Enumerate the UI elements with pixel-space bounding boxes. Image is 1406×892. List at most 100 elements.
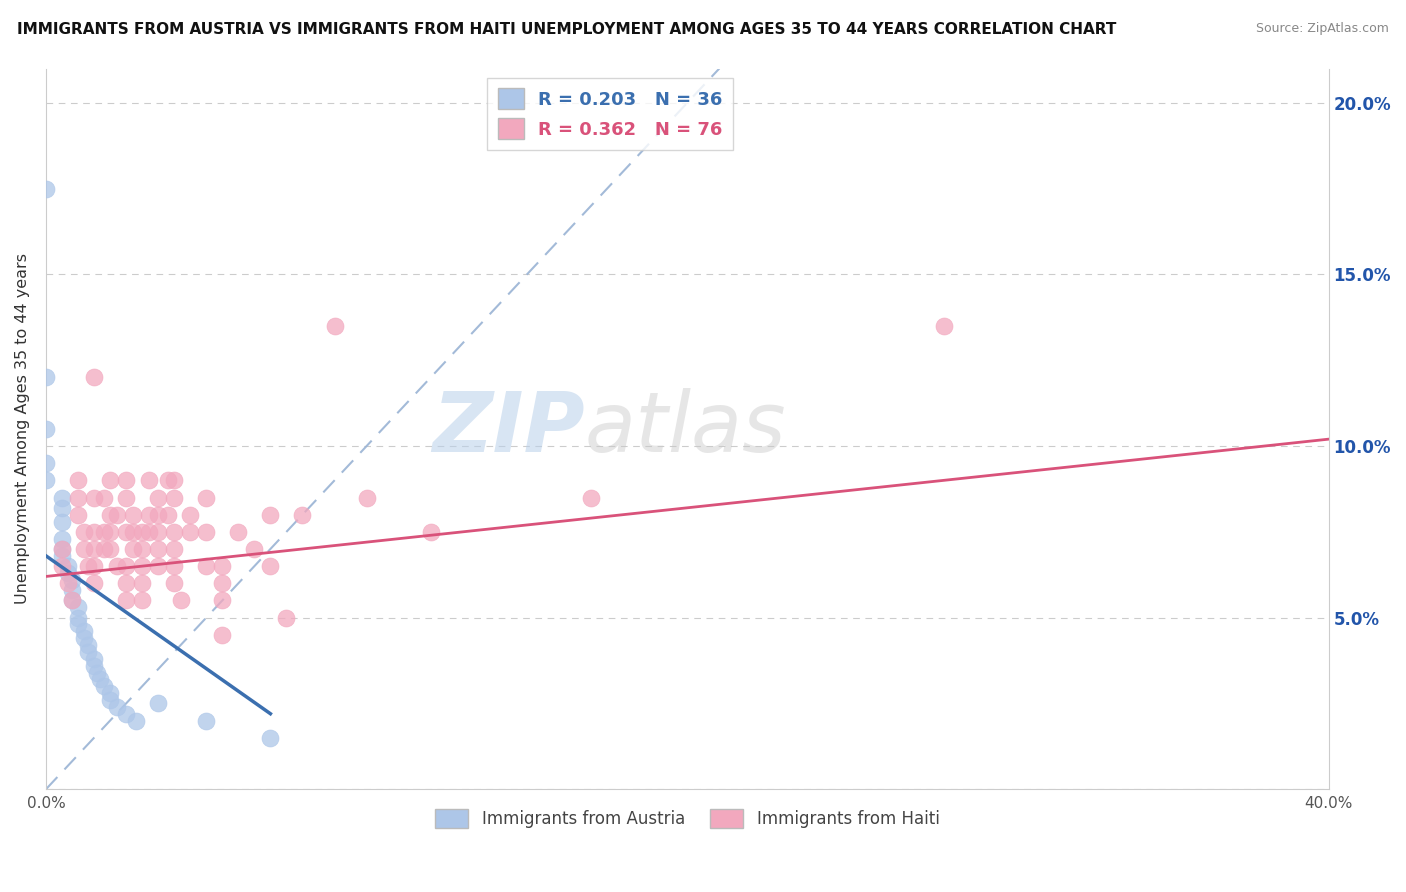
Point bbox=[115, 474, 138, 488]
Point bbox=[156, 508, 179, 522]
Point bbox=[73, 524, 96, 539]
Point bbox=[58, 559, 80, 574]
Point bbox=[163, 541, 186, 556]
Point bbox=[60, 593, 83, 607]
Point bbox=[211, 628, 233, 642]
Point bbox=[115, 524, 138, 539]
Point bbox=[131, 593, 153, 607]
Point bbox=[259, 559, 281, 574]
Point bbox=[115, 706, 138, 721]
Point bbox=[121, 541, 143, 556]
Point bbox=[35, 370, 58, 384]
Point bbox=[138, 524, 160, 539]
Point bbox=[83, 559, 105, 574]
Point bbox=[163, 524, 186, 539]
Point bbox=[138, 508, 160, 522]
Point bbox=[228, 524, 250, 539]
Point bbox=[195, 559, 218, 574]
Point bbox=[148, 508, 170, 522]
Point bbox=[131, 524, 153, 539]
Point bbox=[83, 576, 105, 591]
Point bbox=[169, 593, 191, 607]
Point bbox=[98, 686, 121, 700]
Point bbox=[86, 665, 108, 680]
Point bbox=[67, 600, 90, 615]
Point bbox=[276, 610, 298, 624]
Point bbox=[76, 638, 98, 652]
Point bbox=[115, 576, 138, 591]
Point bbox=[51, 491, 73, 505]
Point bbox=[98, 693, 121, 707]
Point bbox=[105, 699, 128, 714]
Point bbox=[163, 559, 186, 574]
Point bbox=[67, 491, 90, 505]
Point bbox=[60, 573, 83, 587]
Point bbox=[51, 500, 73, 515]
Point bbox=[98, 541, 121, 556]
Y-axis label: Unemployment Among Ages 35 to 44 years: Unemployment Among Ages 35 to 44 years bbox=[15, 253, 30, 605]
Point bbox=[60, 593, 83, 607]
Point bbox=[163, 576, 186, 591]
Point bbox=[67, 508, 90, 522]
Point bbox=[156, 474, 179, 488]
Point bbox=[58, 576, 80, 591]
Point bbox=[148, 541, 170, 556]
Point bbox=[83, 652, 105, 666]
Point bbox=[83, 524, 105, 539]
Point bbox=[51, 541, 73, 556]
Point bbox=[67, 610, 90, 624]
Point bbox=[60, 583, 83, 598]
Point bbox=[243, 541, 266, 556]
Point bbox=[93, 491, 115, 505]
Point bbox=[93, 541, 115, 556]
Point bbox=[121, 508, 143, 522]
Point bbox=[93, 679, 115, 693]
Point bbox=[93, 524, 115, 539]
Point bbox=[51, 549, 73, 563]
Point bbox=[35, 422, 58, 436]
Point bbox=[323, 318, 346, 333]
Point bbox=[35, 456, 58, 470]
Point bbox=[211, 576, 233, 591]
Point bbox=[179, 524, 201, 539]
Point bbox=[419, 524, 441, 539]
Point bbox=[105, 559, 128, 574]
Point bbox=[125, 714, 148, 728]
Point bbox=[163, 491, 186, 505]
Point bbox=[148, 491, 170, 505]
Point bbox=[195, 524, 218, 539]
Legend: Immigrants from Austria, Immigrants from Haiti: Immigrants from Austria, Immigrants from… bbox=[429, 803, 946, 835]
Point bbox=[195, 714, 218, 728]
Point bbox=[105, 508, 128, 522]
Point bbox=[148, 697, 170, 711]
Point bbox=[76, 645, 98, 659]
Point bbox=[259, 508, 281, 522]
Point bbox=[73, 624, 96, 639]
Point bbox=[115, 491, 138, 505]
Point bbox=[98, 508, 121, 522]
Point bbox=[83, 541, 105, 556]
Point bbox=[51, 559, 73, 574]
Point bbox=[67, 617, 90, 632]
Text: ZIP: ZIP bbox=[432, 388, 585, 469]
Point bbox=[179, 508, 201, 522]
Point bbox=[98, 474, 121, 488]
Point bbox=[51, 532, 73, 546]
Text: Source: ZipAtlas.com: Source: ZipAtlas.com bbox=[1256, 22, 1389, 36]
Point bbox=[259, 731, 281, 745]
Point bbox=[195, 491, 218, 505]
Point bbox=[76, 559, 98, 574]
Point bbox=[121, 524, 143, 539]
Point bbox=[35, 181, 58, 195]
Point bbox=[211, 559, 233, 574]
Point bbox=[138, 474, 160, 488]
Point bbox=[35, 474, 58, 488]
Point bbox=[58, 566, 80, 580]
Point bbox=[131, 541, 153, 556]
Point bbox=[131, 559, 153, 574]
Point bbox=[51, 515, 73, 529]
Point bbox=[291, 508, 314, 522]
Point bbox=[83, 491, 105, 505]
Point bbox=[67, 474, 90, 488]
Text: atlas: atlas bbox=[585, 388, 786, 469]
